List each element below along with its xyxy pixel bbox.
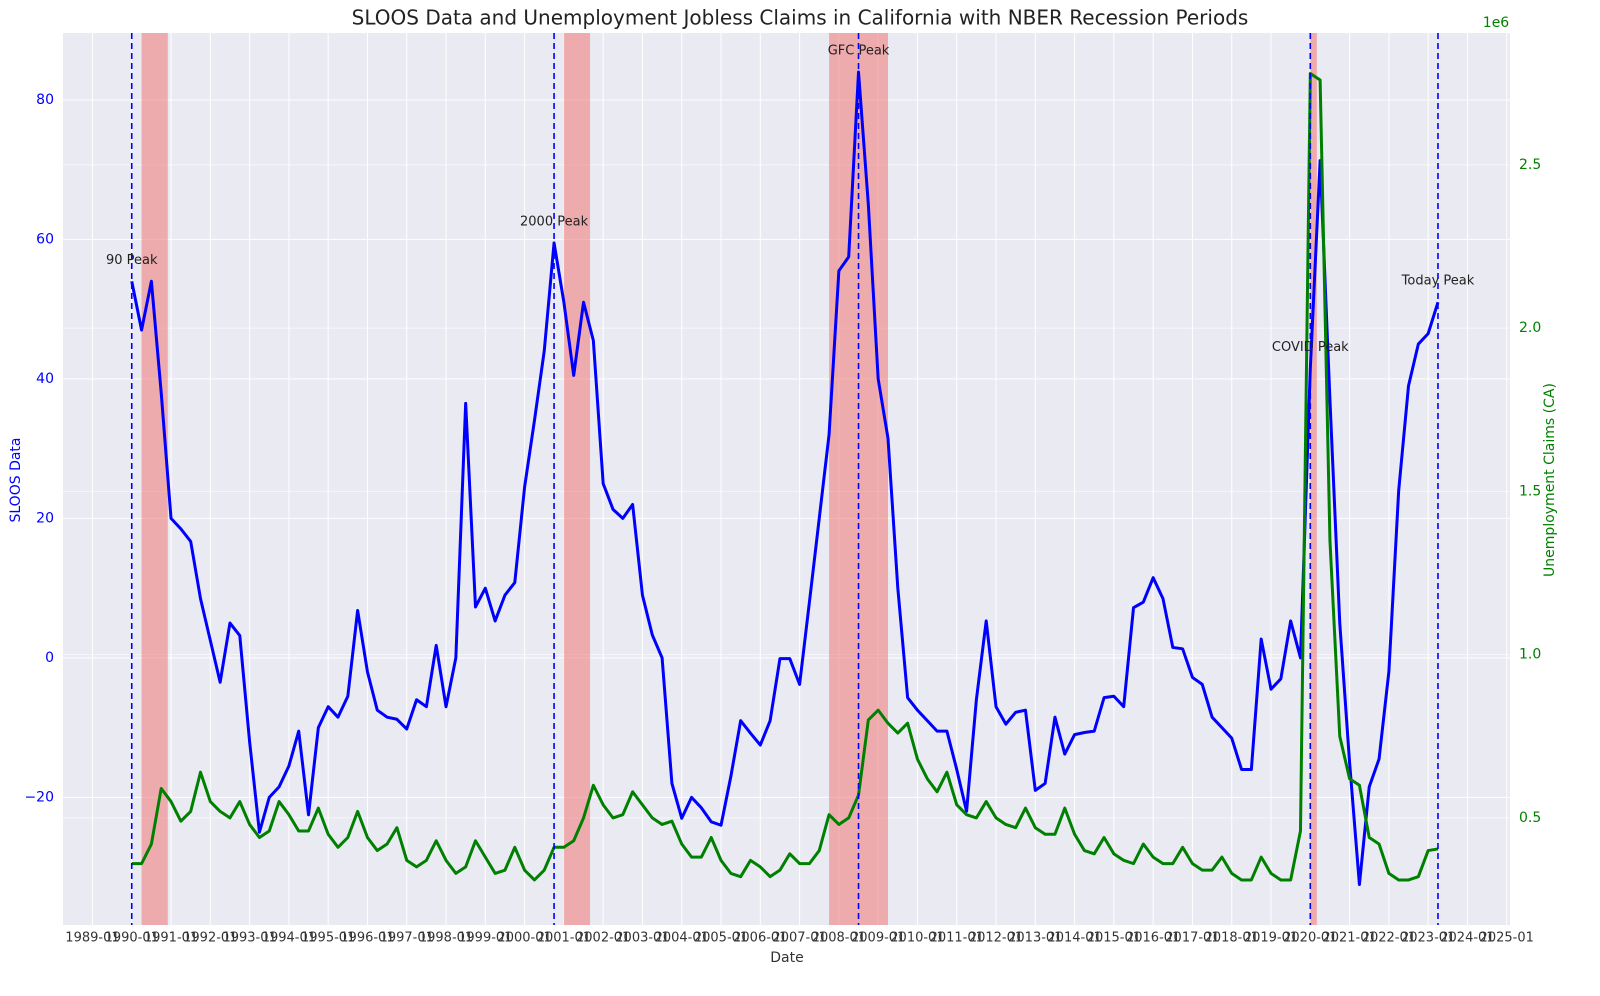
x-tick-label: 1994-01 (262, 931, 316, 946)
x-tick-label: 2006-01 (733, 931, 787, 946)
plot-background (63, 33, 1510, 925)
series-line (130, 70, 1440, 887)
recession-band (1310, 33, 1317, 925)
x-tick-label: 2017-01 (1165, 931, 1219, 946)
y2-tick-label: 0.5 (1519, 810, 1541, 826)
recession-band (563, 33, 591, 925)
y-tick-label: 40 (36, 371, 54, 387)
x-tick-label: 1992-01 (183, 931, 237, 946)
y-tick-label: 0 (45, 650, 54, 666)
x-tick-label: 2008-01 (812, 931, 866, 946)
x-tick-label: 1999-01 (458, 931, 512, 946)
x-tick-label: 2025-01 (1480, 931, 1534, 946)
x-tick-label: 2009-01 (851, 931, 905, 946)
x-tick-label: 1995-01 (301, 931, 355, 946)
x-tick-label: 2001-01 (537, 931, 591, 946)
y-tick-label: 80 (36, 92, 54, 108)
x-tick-label: 2023-01 (1401, 931, 1455, 946)
x-tick-label: 1991-01 (144, 931, 198, 946)
y2-tick-label: 2.5 (1519, 157, 1541, 173)
x-tick-label: 2011-01 (930, 931, 984, 946)
recession-band (141, 33, 168, 925)
x-tick-label: 2021-01 (1322, 931, 1376, 946)
y-axis-label: SLOOS Data (8, 438, 24, 523)
x-tick-label: 2003-01 (615, 931, 669, 946)
x-tick-label: 2015-01 (1087, 931, 1141, 946)
x-tick-label: 2020-01 (1283, 931, 1337, 946)
y2-offset-label: 1e6 (1483, 15, 1510, 31)
peak-annotation: COVID Peak (1272, 340, 1349, 355)
x-tick-label: 1996-01 (340, 931, 394, 946)
peak-annotation: 2000 Peak (520, 214, 589, 229)
x-tick-label: 1993-01 (222, 931, 276, 946)
peak-annotation: Today Peak (1401, 274, 1475, 289)
x-tick-label: 2022-01 (1362, 931, 1416, 946)
x-tick-label: 2005-01 (694, 931, 748, 946)
x-tick-label: 2000-01 (497, 931, 551, 946)
series-line (131, 71, 1439, 882)
x-tick-label: 2004-01 (655, 931, 709, 946)
chart-title: SLOOS Data and Unemployment Jobless Clai… (352, 6, 1249, 30)
x-tick-label: 2014-01 (1047, 931, 1101, 946)
x-tick-label: 2018-01 (1205, 931, 1259, 946)
y2-tick-label: 2.0 (1519, 320, 1541, 336)
y2-tick-label: 1.0 (1519, 647, 1541, 663)
x-tick-label: 2002-01 (576, 931, 630, 946)
peak-annotation: GFC Peak (828, 44, 890, 59)
x-axis-label: Date (770, 950, 803, 966)
x-tick-label: 2016-01 (1126, 931, 1180, 946)
x-tick-label: 2010-01 (890, 931, 944, 946)
y-tick-label: 20 (36, 510, 54, 526)
x-tick-label: 1997-01 (380, 931, 434, 946)
x-tick-label: 2007-01 (772, 931, 826, 946)
y2-tick-label: 1.5 (1519, 483, 1541, 499)
x-tick-label: 2012-01 (969, 931, 1023, 946)
x-tick-label: 2013-01 (1008, 931, 1062, 946)
x-tick-label: 1998-01 (419, 931, 473, 946)
x-tick-label: 2024-01 (1440, 931, 1494, 946)
x-tick-label: 1990-01 (105, 931, 159, 946)
x-tick-label: 1989-01 (65, 931, 119, 946)
x-tick-label: 2019-01 (1244, 931, 1298, 946)
y2-axis-label: Unemployment Claims (CA) (1542, 383, 1558, 577)
peak-annotation: 90 Peak (106, 253, 158, 268)
y-tick-label: −20 (24, 789, 54, 805)
y-tick-label: 60 (36, 231, 54, 247)
